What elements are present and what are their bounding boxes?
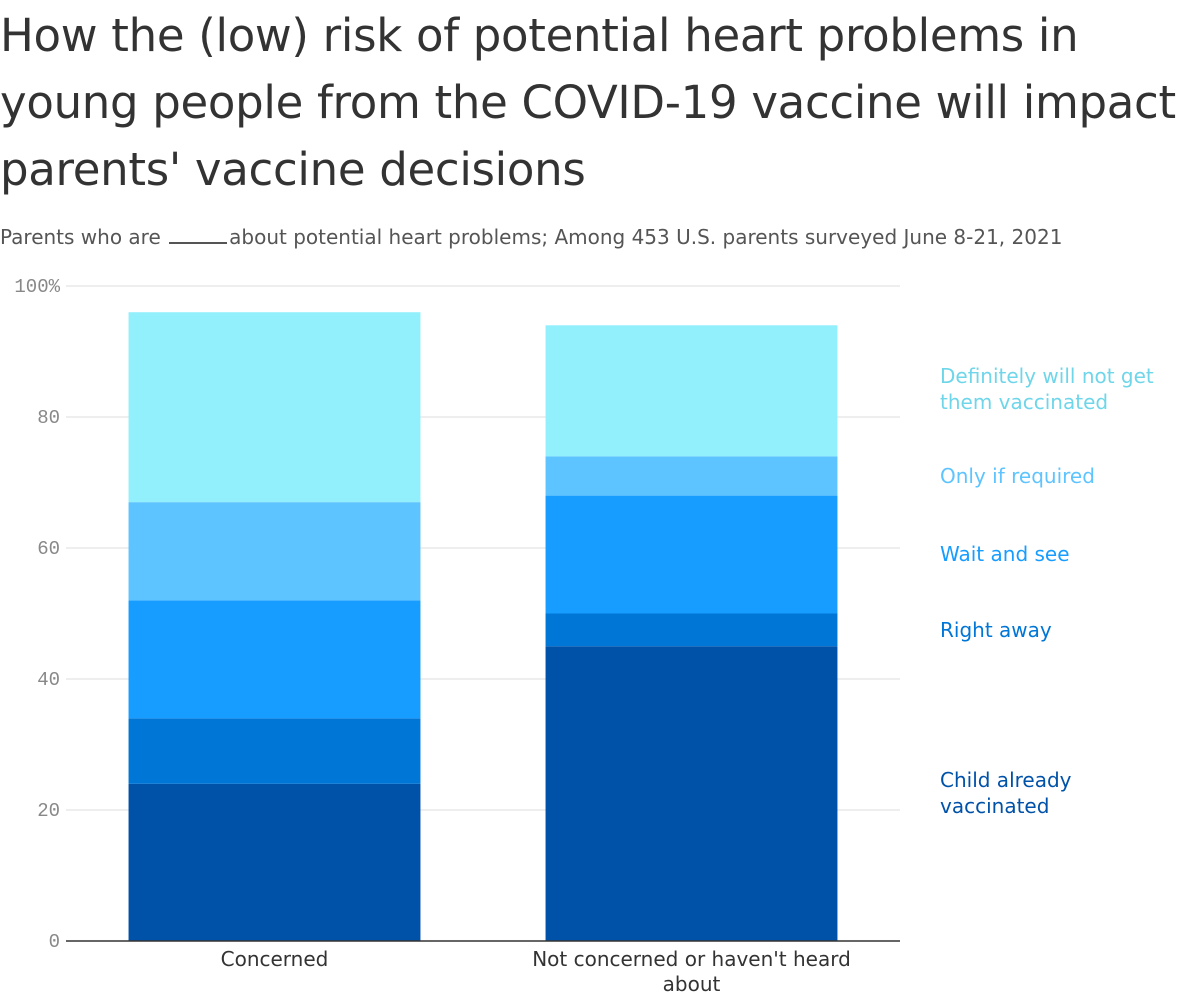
bar-segment <box>545 456 838 496</box>
x-category-label-line: Not concerned or haven't heard <box>532 947 851 971</box>
bar-segment <box>128 783 421 941</box>
legend-label: Definitely will not get them vaccinated <box>940 364 1154 414</box>
subtitle-blank <box>169 228 228 244</box>
chart-subtitle: Parents who are about potential heart pr… <box>0 222 1200 252</box>
legend: Child already vaccinated Right away Wait an… <box>940 364 1154 818</box>
legend-label-line: them vaccinated <box>940 390 1108 414</box>
y-axis-ticks: 0 20 40 60 80 100% <box>14 276 60 953</box>
x-axis: Concerned Not concerned or haven't heard a… <box>66 940 900 996</box>
legend-label-line: Child already <box>940 768 1072 792</box>
x-category-label-line: Concerned <box>221 947 329 971</box>
y-tick-label: 100% <box>14 276 60 298</box>
y-tick-label: 60 <box>37 538 60 560</box>
chart-title: How the (low) risk of potential heart pr… <box>0 9 1176 196</box>
bar-segment <box>128 502 421 601</box>
bar-segment <box>545 646 838 941</box>
legend-label: Right away <box>940 618 1052 642</box>
bars <box>128 312 838 941</box>
legend-label: Child already vaccinated <box>940 768 1072 818</box>
subtitle-lead: Parents who are <box>0 225 161 249</box>
bar-segment <box>545 495 838 614</box>
bar-segment <box>545 325 838 457</box>
subtitle-rest: about potential heart problems; Among 45… <box>229 225 1063 249</box>
legend-label-line: Only if required <box>940 464 1095 488</box>
legend-label: Only if required <box>940 464 1095 488</box>
bar-segment <box>128 312 421 503</box>
legend-label: Wait and see <box>940 542 1070 566</box>
legend-label-line: Wait and see <box>940 542 1070 566</box>
y-tick-label: 0 <box>49 931 60 953</box>
bar-segment <box>128 718 421 784</box>
y-tick-label: 80 <box>37 407 60 429</box>
bar-segment <box>128 600 421 719</box>
y-tick-label: 40 <box>37 669 60 691</box>
legend-label-line: vaccinated <box>940 794 1049 818</box>
x-category-label: Not concerned or haven't heard about <box>532 947 851 996</box>
x-category-label: Concerned <box>221 947 329 971</box>
x-category-label-line: about <box>663 972 721 996</box>
y-tick-label: 20 <box>37 800 60 822</box>
legend-label-line: Right away <box>940 618 1052 642</box>
legend-label-line: Definitely will not get <box>940 364 1154 388</box>
bar-segment <box>545 613 838 647</box>
